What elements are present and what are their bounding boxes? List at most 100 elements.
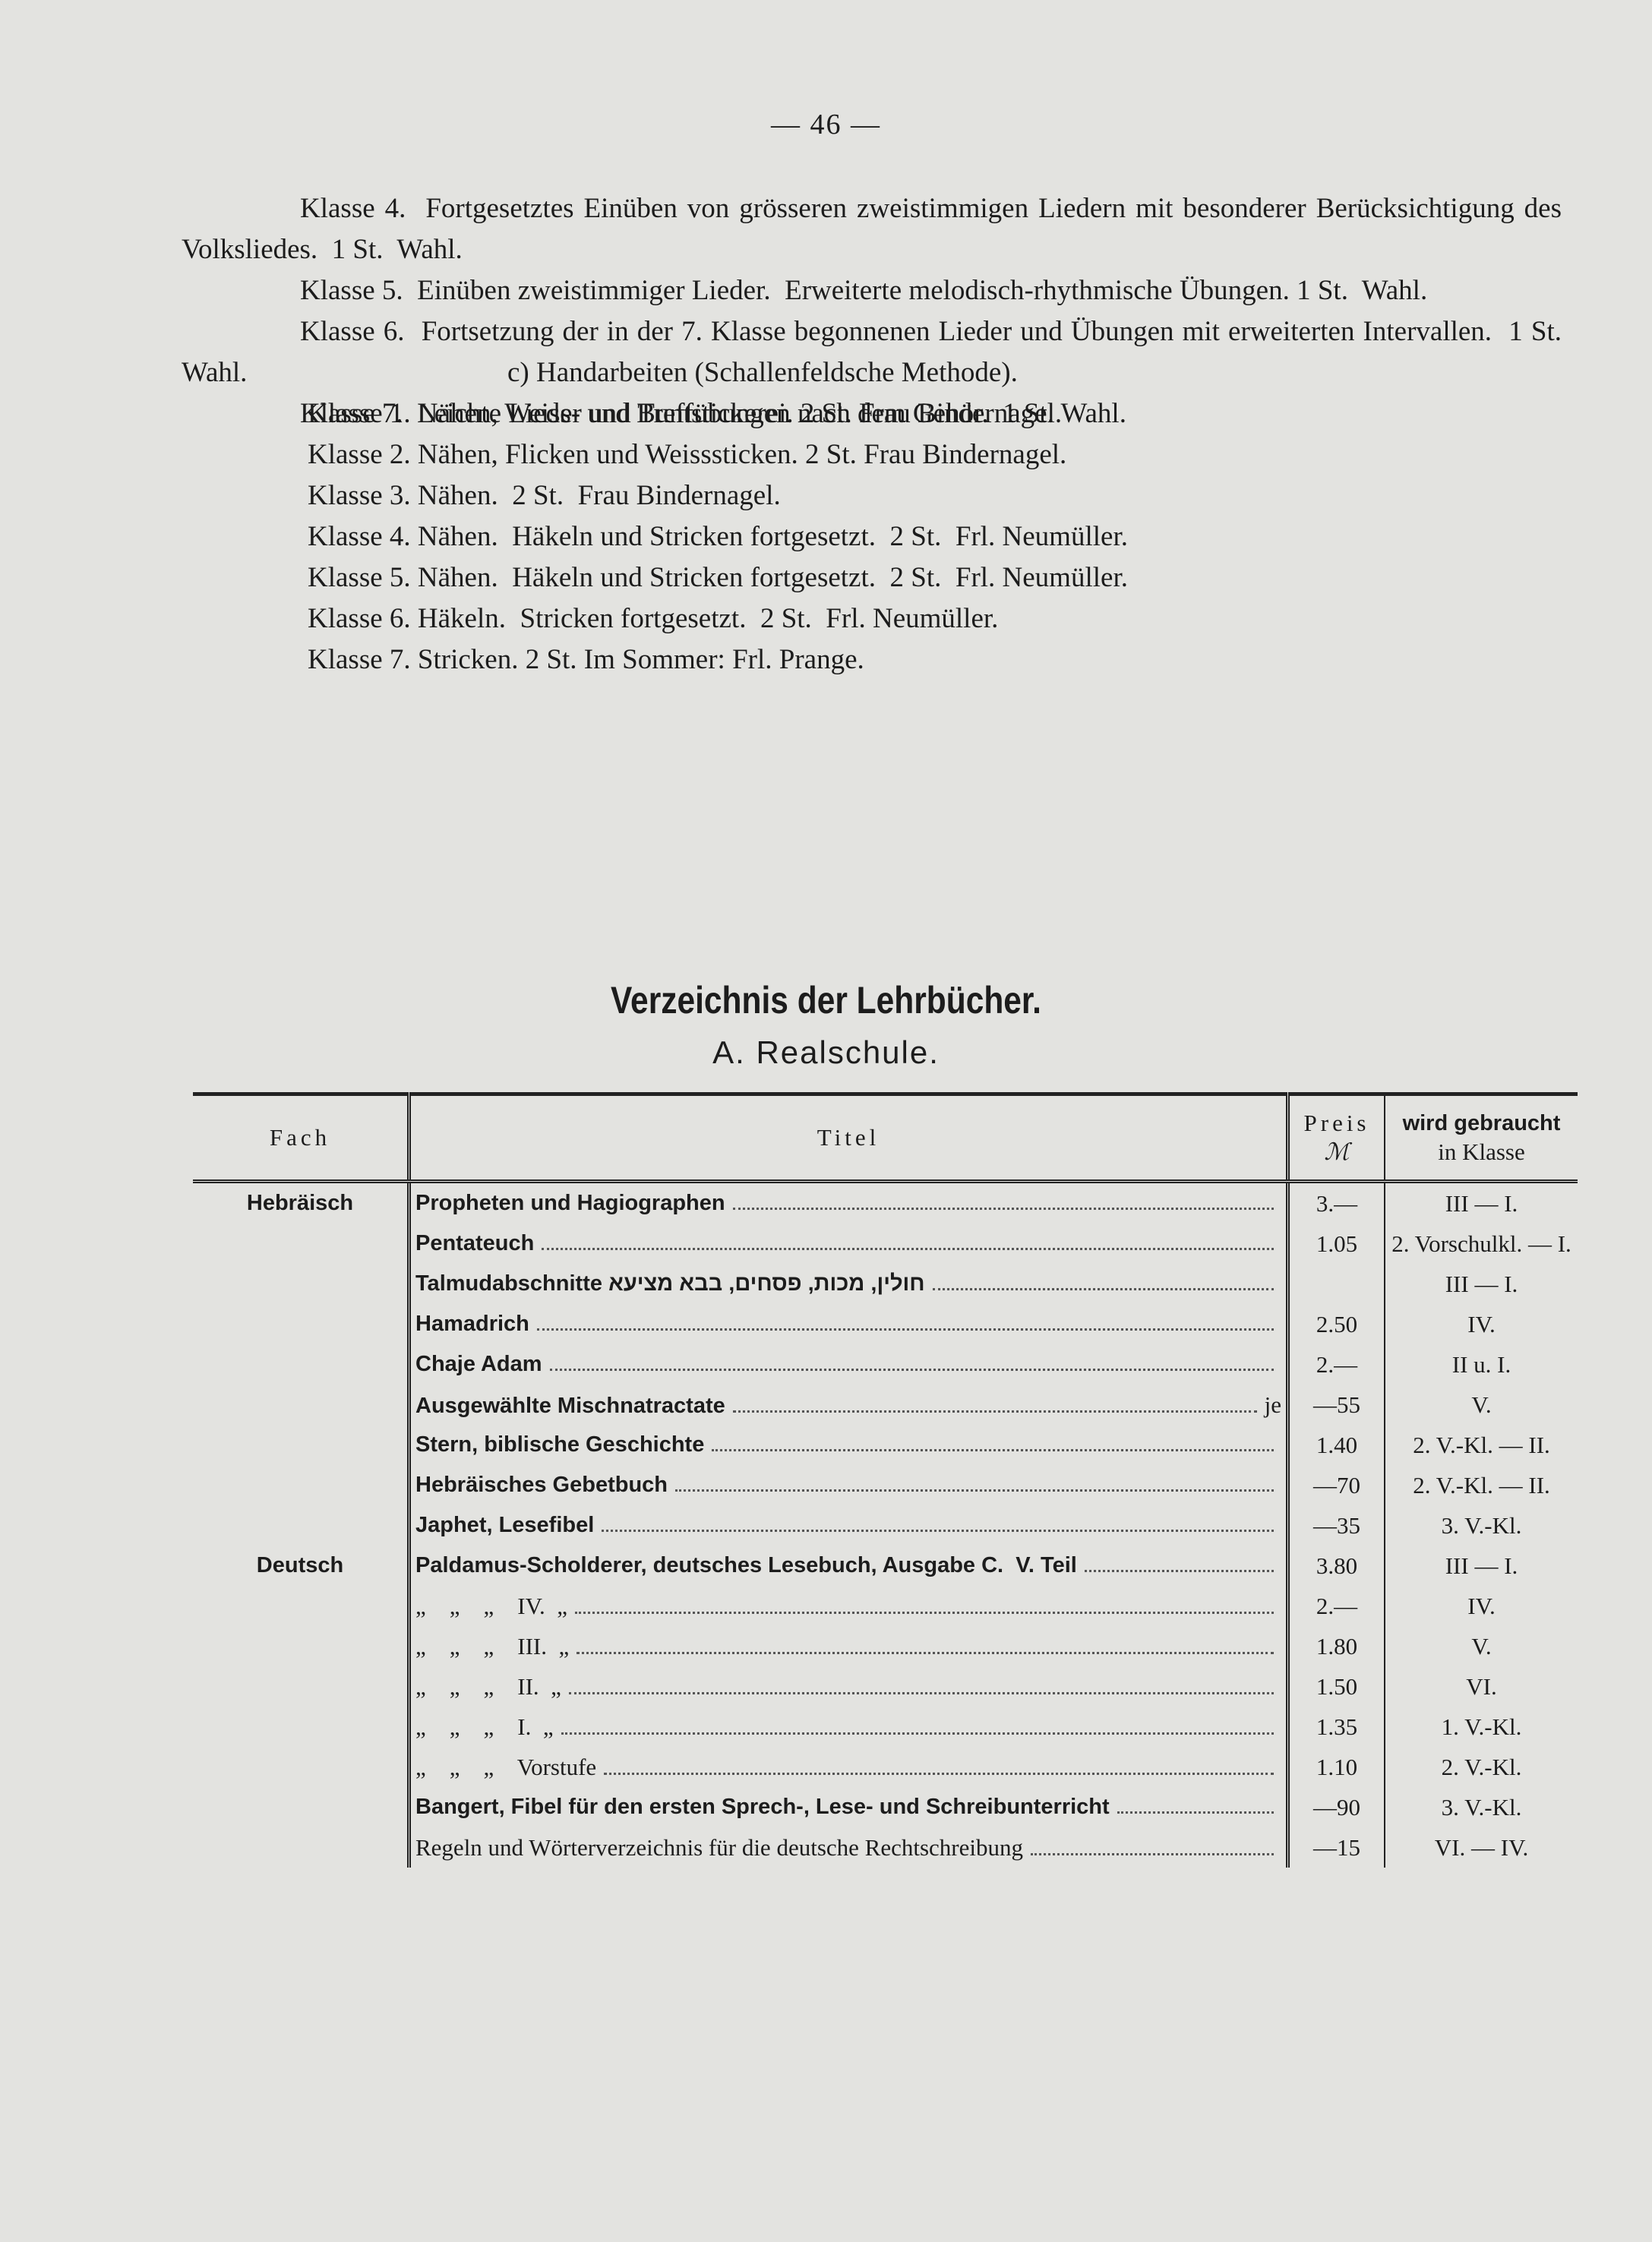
title-wrap: Stern, biblische Geschichte — [415, 1432, 1281, 1457]
klasse: 2. Vorschulkl. — I. — [1391, 1230, 1571, 1257]
table-row: „ „ „ IV. „ 2.— IV. — [193, 1586, 1578, 1626]
title-wrap: Regeln und Wörterverzeichnis für die deu… — [415, 1834, 1281, 1861]
paragraph: Klasse 4. Fortgesetztes Einüben von grös… — [182, 193, 1568, 265]
price-cell: 1.50 — [1286, 1666, 1385, 1707]
class-cell: IV. — [1384, 1586, 1578, 1626]
list-line: Klasse 5. Nähen. Häkeln und Stricken for… — [308, 562, 1128, 593]
title-cell: Regeln und Wörterverzeichnis für die deu… — [407, 1827, 1288, 1868]
table-row: Deutsch Paldamus-Scholderer, deutsches Le… — [193, 1546, 1578, 1586]
handarbeiten: c) Handarbeiten (Schallenfeldsche Method… — [0, 352, 1652, 680]
note: je — [1264, 1391, 1281, 1418]
book-title: Hebräisches Gebetbuch — [415, 1473, 668, 1497]
price: —15 — [1313, 1833, 1360, 1861]
klasse: VI. — [1466, 1672, 1497, 1700]
klasse: 3. V.-Kl. — [1441, 1793, 1522, 1820]
price-cell: 1.10 — [1286, 1747, 1385, 1787]
table-row: Japhet, Lesefibel —35 3. V.-Kl. — [193, 1505, 1578, 1546]
title-cell: Hamadrich — [407, 1304, 1288, 1344]
book-title: Propheten und Hagiographen — [415, 1191, 725, 1215]
list-line: Klasse 4. Nähen. Häkeln und Stricken for… — [308, 521, 1128, 552]
price-cell: 1.35 — [1286, 1707, 1385, 1747]
table-row: Bangert, Fibel für den ersten Sprech-, L… — [193, 1787, 1578, 1827]
book-title: „ „ „ Vorstufe — [415, 1753, 597, 1780]
paragraph: Klasse 5. Einüben zweistimmiger Lieder. … — [300, 275, 1428, 306]
title-cell: Stern, biblische Geschichte — [407, 1425, 1288, 1465]
title-wrap: Japhet, Lesefibel — [415, 1513, 1281, 1538]
fach-cell — [193, 1264, 409, 1304]
price-cell: 2.50 — [1286, 1304, 1385, 1344]
class-cell: 2. Vorschulkl. — I. — [1384, 1224, 1578, 1264]
book-title: Japhet, Lesefibel — [415, 1513, 595, 1537]
fach-cell — [193, 1747, 409, 1787]
leader — [576, 1651, 1274, 1654]
leader — [568, 1691, 1274, 1694]
title-wrap: Ausgewählte Mischnatractate je — [415, 1391, 1281, 1419]
title-wrap: „ „ „ II. „ — [415, 1673, 1281, 1700]
title-wrap: Bangert, Fibel für den ersten Sprech-, L… — [415, 1795, 1281, 1820]
table-row: „ „ „ Vorstufe 1.10 2. V.-Kl. — [193, 1747, 1578, 1787]
table-row: Pentateuch 1.05 2. Vorschulkl. — I. — [193, 1224, 1578, 1264]
paragraph: Klasse 7. Leichte Lieder und Treffübunge… — [300, 398, 1126, 429]
table-row: Talmudabschnitte חולין, מכות, פסחים, בבא… — [193, 1264, 1578, 1304]
title-cell: Paldamus-Scholderer, deutsches Lesebuch,… — [407, 1546, 1288, 1586]
leader — [1030, 1852, 1274, 1855]
price: 2.50 — [1316, 1310, 1358, 1337]
section-heading: c) Handarbeiten (Schallenfeldsche Method… — [507, 357, 1018, 388]
price-cell: —70 — [1286, 1465, 1385, 1505]
price: 3.80 — [1316, 1552, 1358, 1579]
book-table: Fach Titel Preis ℳ wird gebraucht in Klass… — [193, 1092, 1578, 1868]
leader — [561, 1732, 1274, 1735]
title-wrap: Hebräisches Gebetbuch — [415, 1473, 1281, 1498]
fach-cell — [193, 1224, 409, 1264]
title-cell: Bangert, Fibel für den ersten Sprech-, L… — [407, 1787, 1288, 1827]
table-row: Ausgewählte Mischnatractate je —55 V. — [193, 1385, 1578, 1425]
title-wrap: „ „ „ IV. „ — [415, 1593, 1281, 1620]
price: 1.50 — [1316, 1672, 1358, 1700]
book-title: Chaje Adam — [415, 1352, 542, 1376]
book-title: „ „ „ I. „ — [415, 1713, 554, 1740]
fach-cell — [193, 1626, 409, 1666]
klasse: III — I. — [1445, 1270, 1518, 1297]
table-row: „ „ „ II. „ 1.50 VI. — [193, 1666, 1578, 1707]
table-body: Hebräisch Propheten und Hagiographen 3.— II… — [193, 1181, 1578, 1868]
title-cell: „ „ „ IV. „ — [407, 1586, 1288, 1626]
fach-cell — [193, 1707, 409, 1747]
header-text: ℳ — [1324, 1138, 1350, 1165]
class-cell: III — I. — [1384, 1546, 1578, 1586]
book-title: Paldamus-Scholderer, deutsches Lesebuch,… — [415, 1553, 1077, 1577]
leader — [675, 1489, 1274, 1492]
class-cell: V. — [1384, 1385, 1578, 1425]
table-row: „ „ „ I. „ 1.35 1. V.-Kl. — [193, 1707, 1578, 1747]
class-cell: V. — [1384, 1626, 1578, 1666]
book-title: Stern, biblische Geschichte — [415, 1432, 705, 1457]
class-cell: 3. V.-Kl. — [1384, 1787, 1578, 1827]
section-subtitle: A. Realschule. — [712, 1034, 940, 1070]
price: 1.80 — [1316, 1632, 1358, 1659]
list-line: Klasse 3. Nähen. 2 St. Frau Bindernagel. — [308, 480, 781, 511]
book-title: Pentateuch — [415, 1231, 535, 1255]
title-cell: „ „ „ I. „ — [407, 1707, 1288, 1747]
price-cell: 1.80 — [1286, 1626, 1385, 1666]
title-wrap: Talmudabschnitte חולין, מכות, פסחים, בבא… — [415, 1271, 1281, 1296]
klasse: II u. I. — [1451, 1350, 1511, 1378]
klasse: VI. — IV. — [1434, 1833, 1529, 1861]
price-cell — [1286, 1264, 1385, 1304]
price: —70 — [1313, 1471, 1360, 1498]
klasse: 2. V.-Kl. — II. — [1413, 1471, 1550, 1498]
page-number: — 46 — — [771, 109, 881, 141]
klasse: IV. — [1467, 1592, 1496, 1619]
price-cell: 3.— — [1286, 1181, 1385, 1224]
header-cell: Fach — [193, 1094, 409, 1183]
leader — [549, 1369, 1274, 1371]
fach: Hebräisch — [246, 1191, 354, 1215]
fach-cell — [193, 1304, 409, 1344]
fach-cell — [193, 1344, 409, 1385]
title-cell: Talmudabschnitte חולין, מכות, פסחים, בבא… — [407, 1264, 1288, 1304]
table-row: Hamadrich 2.50 IV. — [193, 1304, 1578, 1344]
title-wrap: „ „ „ III. „ — [415, 1633, 1281, 1660]
price: —35 — [1313, 1511, 1360, 1539]
class-cell: IV. — [1384, 1304, 1578, 1344]
klasse: 1. V.-Kl. — [1441, 1713, 1522, 1740]
title-cell: Ausgewählte Mischnatractate je — [407, 1385, 1288, 1425]
leader — [575, 1611, 1274, 1614]
